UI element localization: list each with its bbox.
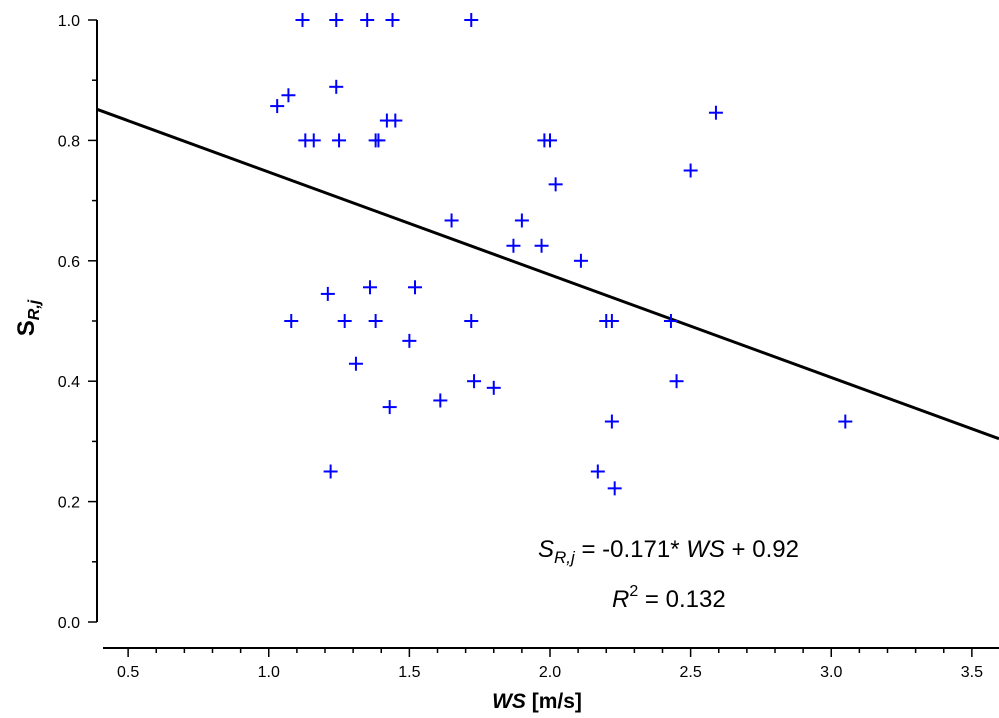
equation-slope: -0.171* <box>602 536 686 563</box>
data-point <box>444 213 459 228</box>
y-tick-label: 0.2 <box>58 495 80 512</box>
y-axis-title: SR,j <box>13 299 43 336</box>
fit-line-group <box>96 107 999 441</box>
equation-plus: + <box>725 536 752 563</box>
x-axis-title: WS [m/s] <box>492 690 582 713</box>
data-point <box>348 356 363 371</box>
data-point <box>281 88 296 103</box>
data-point <box>683 163 698 178</box>
x-tick-label: 2.0 <box>539 664 561 681</box>
data-point <box>320 286 335 301</box>
data-point <box>708 105 723 120</box>
data-point <box>604 314 619 328</box>
regression-equation: SR,j = -0.171* WS + 0.92 <box>538 536 799 567</box>
data-point <box>607 481 622 496</box>
data-point <box>270 99 285 114</box>
regression-line <box>96 107 999 441</box>
x-tick-label: 1.0 <box>258 664 280 681</box>
data-point <box>506 238 521 253</box>
data-point <box>464 13 479 27</box>
r2-sup: 2 <box>629 583 638 600</box>
x-tick-label: 1.5 <box>398 664 420 681</box>
x-tick-label: 0.5 <box>117 664 139 681</box>
data-point <box>284 314 299 328</box>
data-point <box>363 280 377 295</box>
axes: 0.0 0.2 0.4 0.6 0.8 1.0 0.5 1.0 1.5 2.0 2.5 3.0 3.5 <box>58 13 999 681</box>
data-point <box>332 133 347 148</box>
data-point <box>548 177 563 192</box>
data-point <box>534 238 549 253</box>
x-tick-label: 3.5 <box>961 664 983 681</box>
x-axis-title-main: WS <box>492 690 526 713</box>
data-point <box>385 13 400 27</box>
data-point <box>323 464 338 479</box>
r2-main: R <box>612 586 629 613</box>
y-axis-title-main: S <box>13 320 40 336</box>
data-point <box>514 213 529 228</box>
data-point <box>329 13 344 27</box>
data-point <box>388 113 403 128</box>
data-point <box>371 133 386 148</box>
x-axis-title-unit: [m/s] <box>532 690 582 713</box>
data-point <box>306 133 321 148</box>
data-point <box>329 79 344 94</box>
x-tick-label: 2.5 <box>680 664 702 681</box>
equation-eq: = <box>575 536 602 563</box>
equation-lhs-main: S <box>538 536 554 563</box>
r-squared: R2 = 0.132 <box>612 583 726 613</box>
y-tick-label: 0.4 <box>58 374 80 391</box>
equation-var: WS <box>686 536 725 563</box>
y-tick-label: 0.0 <box>58 615 80 632</box>
x-tick-label: 3.0 <box>820 664 842 681</box>
equation-lhs-sub: R,j <box>554 548 576 567</box>
data-point <box>360 13 375 27</box>
y-axis-title-sub: R,j <box>26 299 43 320</box>
data-point <box>573 253 588 268</box>
data-point <box>669 374 684 389</box>
equation-intercept: 0.92 <box>752 536 799 563</box>
y-tick-label: 1.0 <box>58 13 80 30</box>
data-point <box>408 280 422 295</box>
x-axis-ticks: 0.5 1.0 1.5 2.0 2.5 3.0 3.5 <box>117 648 983 681</box>
data-point <box>368 314 383 328</box>
data-point <box>464 314 479 328</box>
data-point <box>337 314 352 328</box>
y-tick-label: 0.6 <box>58 254 80 271</box>
data-point <box>486 380 501 395</box>
data-point <box>295 13 310 27</box>
data-point <box>838 414 853 429</box>
y-tick-label: 0.8 <box>58 133 80 150</box>
data-point <box>604 414 619 429</box>
data-point <box>663 314 678 328</box>
data-point <box>382 400 397 415</box>
y-axis-ticks: 0.0 0.2 0.4 0.6 0.8 1.0 <box>58 13 97 632</box>
data-points <box>270 13 853 496</box>
data-point <box>433 393 448 408</box>
r2-rest: = 0.132 <box>638 586 725 613</box>
data-point <box>543 133 557 148</box>
data-point <box>467 374 482 389</box>
data-point <box>590 464 605 479</box>
data-point <box>402 333 417 348</box>
